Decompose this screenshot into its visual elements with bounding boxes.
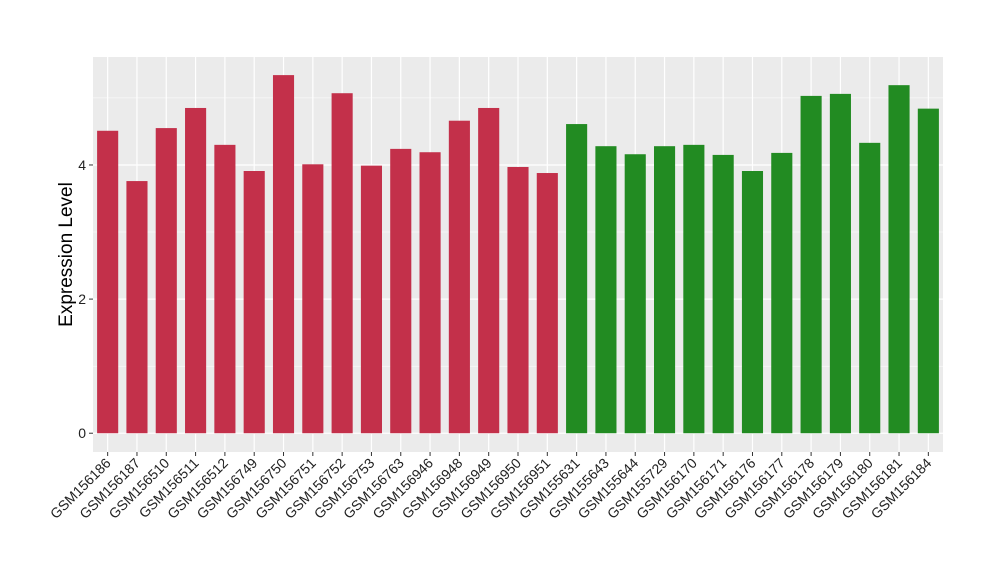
bar — [126, 181, 148, 434]
bar — [829, 93, 851, 434]
bar — [302, 164, 324, 434]
bar — [712, 154, 734, 434]
bar — [478, 107, 500, 434]
bar — [272, 75, 295, 434]
bar — [331, 93, 353, 434]
bar — [390, 148, 412, 434]
y-tick-label: 2 — [78, 291, 86, 307]
bar — [771, 152, 793, 434]
bar — [97, 130, 119, 434]
bar — [859, 142, 881, 434]
bar — [595, 146, 617, 434]
y-tick-label: 4 — [78, 157, 86, 173]
bar — [507, 166, 529, 434]
bar — [917, 108, 939, 434]
bar — [185, 107, 207, 434]
bar — [683, 144, 705, 434]
y-axis-label: Expression Level — [56, 182, 77, 327]
bar — [800, 95, 822, 434]
bar — [888, 85, 910, 434]
bar — [419, 152, 441, 434]
bar — [360, 165, 382, 434]
bar — [448, 120, 470, 434]
bar — [654, 146, 676, 434]
bar — [566, 124, 588, 434]
bar — [214, 144, 236, 434]
bar — [624, 154, 646, 434]
bar — [243, 171, 265, 434]
y-tick-label: 0 — [78, 425, 86, 441]
bar — [155, 128, 177, 434]
bar — [536, 173, 558, 434]
bar — [741, 171, 764, 434]
